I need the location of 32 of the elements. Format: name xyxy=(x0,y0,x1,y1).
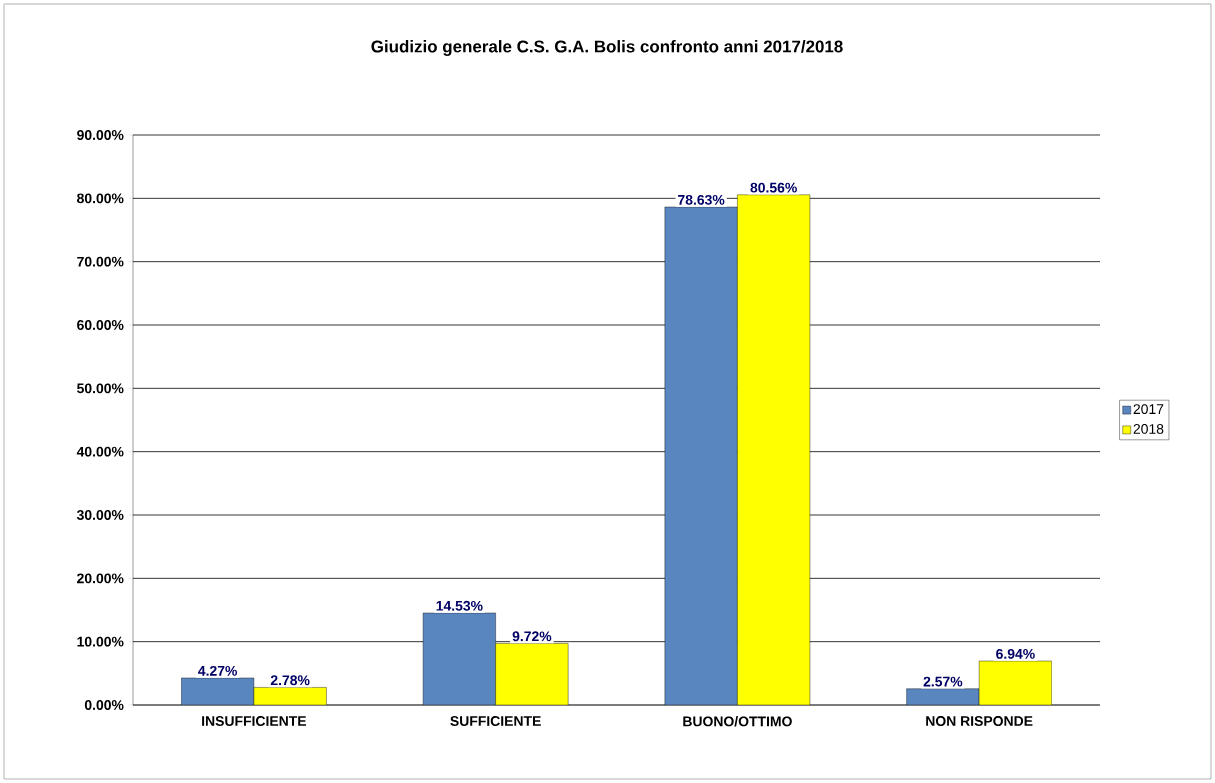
data-label: 2.78% xyxy=(270,675,310,686)
y-tick-label: 80.00% xyxy=(77,193,124,204)
y-tick-label: 10.00% xyxy=(77,636,124,647)
y-tick-label: 60.00% xyxy=(77,320,124,330)
data-label: 2.57% xyxy=(923,676,963,687)
data-label: 6.94% xyxy=(996,648,1035,659)
legend-label: 2018 xyxy=(1133,423,1164,434)
bar xyxy=(906,688,980,705)
chart-title: Giudizio generale C.S. G.A. Bolis confronto anni 2017/2018 xyxy=(371,40,843,56)
data-label: 78.63% xyxy=(678,194,725,205)
bar xyxy=(181,677,254,705)
y-tick-label: 30.00% xyxy=(76,510,124,520)
y-tick-label: 0.00% xyxy=(84,700,124,710)
x-tick-label: INSUFFICIENTE xyxy=(202,716,307,726)
bar xyxy=(423,612,496,705)
y-tick-label: 20.00% xyxy=(77,573,124,584)
legend-label: 2017 xyxy=(1133,404,1164,415)
x-tick-label: SUFFICIENTE xyxy=(450,716,541,726)
y-tick-label: 90.00% xyxy=(77,130,124,140)
data-label: 14.53% xyxy=(436,600,483,611)
data-label: 4.27% xyxy=(198,665,238,676)
y-tick-label: 70.00% xyxy=(77,256,124,267)
bar xyxy=(495,643,569,705)
y-tick-label: 50.00% xyxy=(77,383,124,394)
x-tick-label: NON RISPONDE xyxy=(926,716,1033,726)
bar xyxy=(737,194,810,705)
bar xyxy=(664,207,738,705)
bar xyxy=(978,660,1052,705)
data-label: 9.72% xyxy=(512,631,552,642)
data-label: 80.56% xyxy=(750,182,797,193)
y-tick-label: 40.00% xyxy=(76,446,124,457)
x-tick-label: BUONO/OTTIMO xyxy=(683,716,792,727)
